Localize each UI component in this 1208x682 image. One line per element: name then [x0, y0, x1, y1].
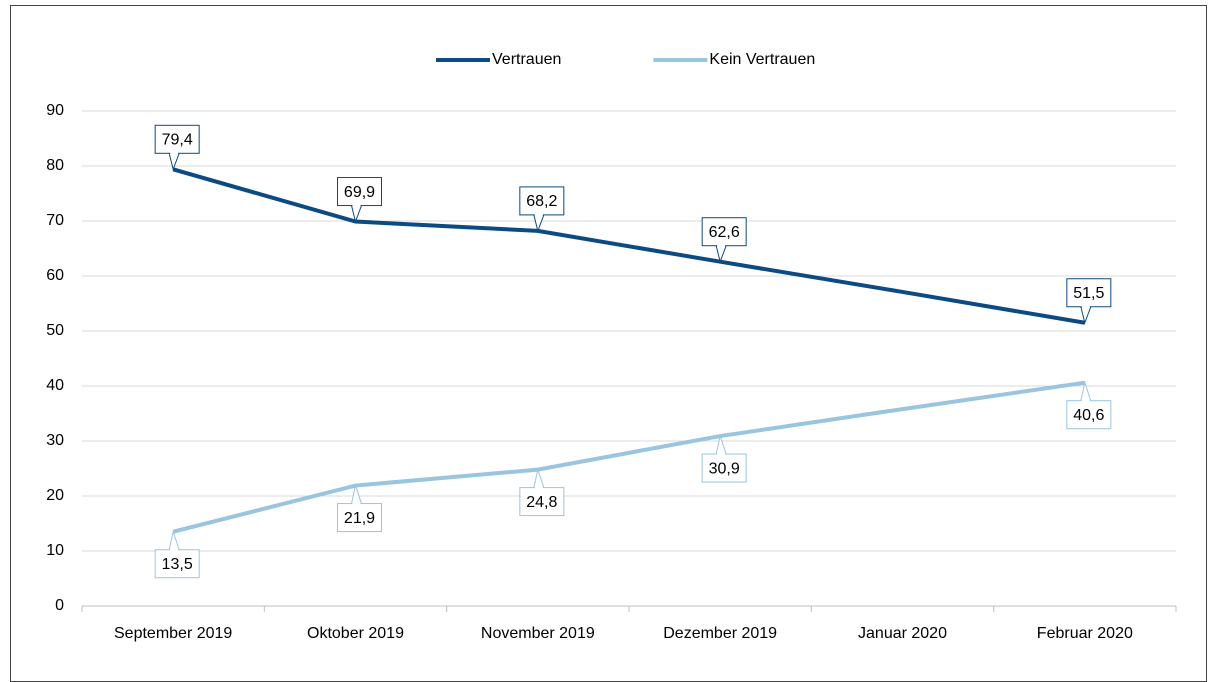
series-line: [172, 167, 1086, 325]
y-tick-label: 50: [46, 322, 64, 339]
y-tick-label: 80: [46, 157, 64, 174]
label-box: [337, 503, 382, 533]
data-label: 79,4: [162, 132, 193, 149]
label-pointer: [168, 529, 180, 551]
data-label: 62,6: [709, 224, 740, 241]
label-box: [701, 217, 747, 247]
chart-border: [10, 5, 1207, 682]
label-box: [701, 453, 747, 483]
x-tick-label: Januar 2020: [858, 625, 947, 642]
series-line: [172, 380, 1086, 534]
data-label: 51,5: [1073, 285, 1104, 302]
legend-label: Vertrauen: [492, 51, 561, 68]
data-label: 13,5: [162, 556, 193, 573]
x-tick-label: November 2019: [481, 625, 595, 642]
label-pointer: [715, 434, 727, 455]
y-tick-label: 70: [46, 212, 64, 229]
y-tick-label: 60: [46, 267, 64, 284]
data-label: 24,8: [526, 494, 557, 511]
y-tick-label: 10: [46, 542, 64, 559]
label-pointer: [1080, 380, 1092, 402]
data-label: 30,9: [709, 460, 740, 477]
data-label: 40,6: [1073, 407, 1104, 424]
label-pointer: [168, 152, 180, 171]
label-box: [154, 549, 200, 579]
y-tick-label: 30: [46, 432, 64, 449]
data-label: 68,2: [526, 193, 557, 210]
y-tick-label: 20: [46, 487, 64, 504]
x-tick-label: Februar 2020: [1037, 625, 1133, 642]
x-tick-label: September 2019: [114, 625, 232, 642]
x-tick-label: Oktober 2019: [307, 625, 404, 642]
legend-label: Kein Vertrauen: [709, 51, 815, 68]
y-tick-label: 90: [46, 102, 64, 119]
label-pointer: [533, 467, 545, 489]
label-box: [519, 487, 565, 517]
y-tick-label: 40: [46, 377, 64, 394]
label-box: [519, 186, 565, 216]
x-tick-label: Dezember 2019: [663, 625, 777, 642]
data-label: 21,9: [344, 510, 375, 527]
label-pointer: [533, 214, 545, 233]
y-tick-label: 0: [55, 597, 64, 614]
data-label: 69,9: [344, 184, 375, 201]
label-pointer: [350, 483, 363, 505]
